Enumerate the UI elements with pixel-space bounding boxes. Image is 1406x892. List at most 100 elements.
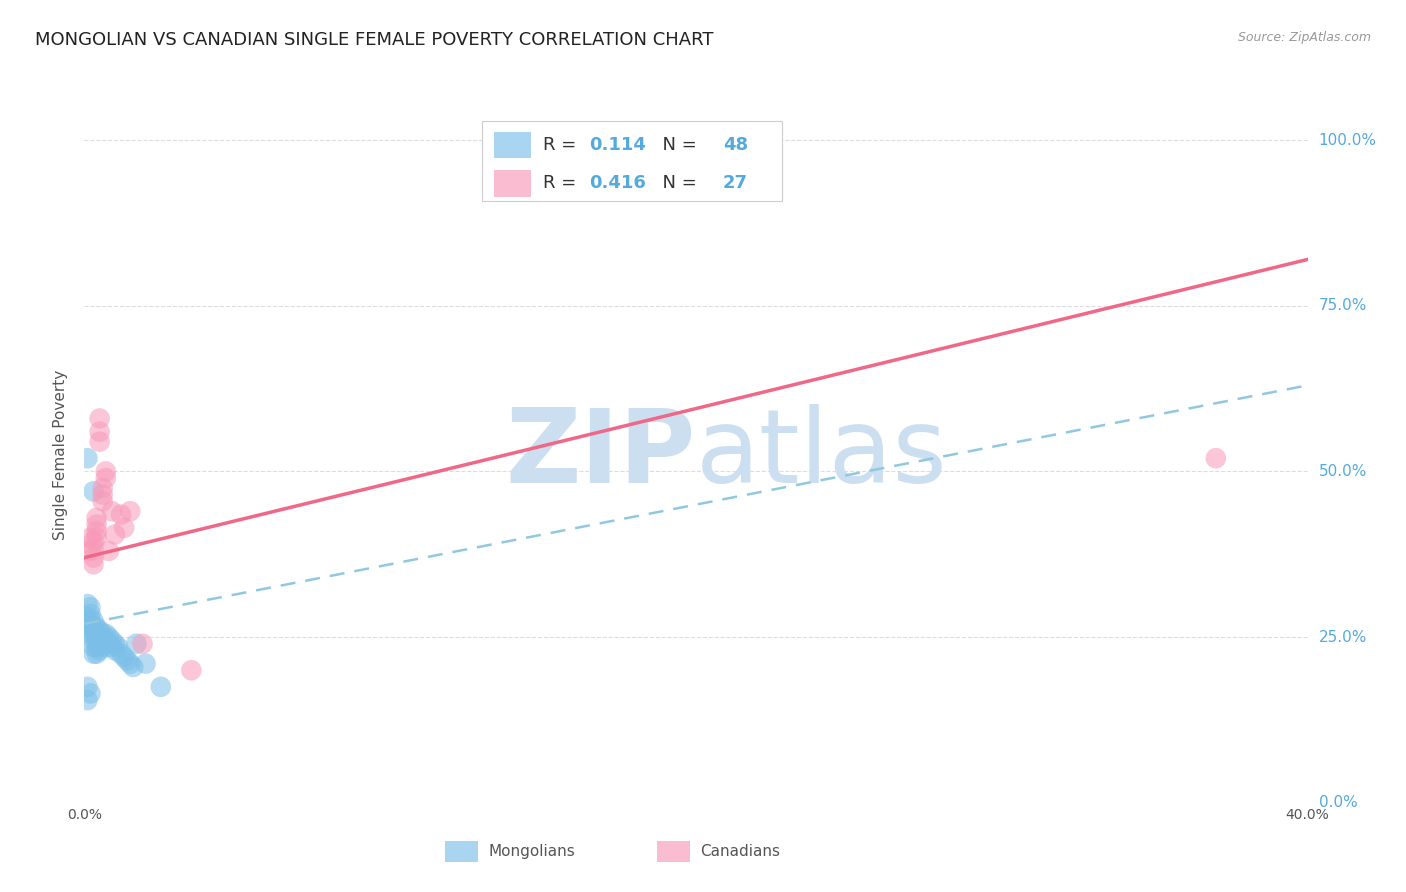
Bar: [494, 132, 531, 158]
Text: Mongolians: Mongolians: [488, 844, 575, 859]
Text: N =: N =: [651, 174, 702, 193]
Text: 0.114: 0.114: [589, 136, 647, 154]
Point: [110, 647, 132, 661]
Point: [89, 624, 111, 638]
Point: [86, 524, 108, 538]
Point: [89, 637, 111, 651]
Point: [86, 517, 108, 532]
Point: [122, 660, 145, 674]
Point: [94, 471, 117, 485]
Point: [110, 508, 132, 522]
Point: [89, 434, 111, 449]
Point: [107, 640, 129, 654]
Point: [101, 504, 124, 518]
Point: [104, 637, 127, 651]
Point: [104, 643, 127, 657]
Text: R =: R =: [543, 136, 582, 154]
Text: 75.0%: 75.0%: [1319, 298, 1367, 313]
Point: [120, 504, 142, 518]
Text: atlas: atlas: [696, 404, 948, 506]
Point: [97, 544, 120, 558]
Point: [86, 633, 108, 648]
Point: [149, 680, 172, 694]
Point: [86, 531, 108, 545]
Point: [91, 488, 114, 502]
Point: [97, 637, 120, 651]
Point: [101, 640, 124, 654]
Text: Canadians: Canadians: [700, 844, 780, 859]
Point: [76, 451, 98, 466]
Point: [83, 484, 105, 499]
Point: [76, 616, 98, 631]
Point: [83, 541, 105, 555]
Point: [76, 693, 98, 707]
Point: [180, 663, 202, 677]
Point: [79, 614, 101, 628]
Point: [83, 614, 105, 628]
Text: MONGOLIAN VS CANADIAN SINGLE FEMALE POVERTY CORRELATION CHART: MONGOLIAN VS CANADIAN SINGLE FEMALE POVE…: [35, 31, 714, 49]
Point: [83, 620, 105, 634]
Point: [101, 633, 124, 648]
Point: [76, 680, 98, 694]
Point: [125, 637, 148, 651]
Point: [120, 657, 142, 671]
Bar: [446, 841, 478, 862]
Point: [76, 597, 98, 611]
Point: [91, 627, 114, 641]
Point: [79, 607, 101, 621]
Text: ZIP: ZIP: [506, 404, 696, 506]
Bar: [494, 170, 531, 196]
Point: [79, 600, 101, 615]
Point: [112, 521, 135, 535]
Point: [79, 531, 101, 545]
Point: [94, 633, 117, 648]
Point: [83, 633, 105, 648]
Point: [86, 640, 108, 654]
Text: 50.0%: 50.0%: [1319, 464, 1367, 479]
Text: 48: 48: [723, 136, 748, 154]
Bar: [482, 121, 782, 201]
Point: [86, 511, 108, 525]
Point: [91, 633, 114, 648]
Text: N =: N =: [651, 136, 702, 154]
Point: [79, 627, 101, 641]
Point: [76, 610, 98, 624]
Point: [91, 640, 114, 654]
Point: [83, 550, 105, 565]
Point: [79, 686, 101, 700]
Point: [1205, 451, 1227, 466]
Point: [79, 620, 101, 634]
Point: [115, 653, 138, 667]
Point: [89, 425, 111, 439]
Point: [83, 640, 105, 654]
Point: [94, 465, 117, 479]
Text: 27: 27: [723, 174, 748, 193]
Point: [131, 637, 153, 651]
Point: [91, 481, 114, 495]
Text: 0.0%: 0.0%: [1319, 796, 1357, 810]
Bar: [657, 841, 690, 862]
Point: [91, 494, 114, 508]
Point: [83, 647, 105, 661]
Point: [89, 411, 111, 425]
Point: [83, 534, 105, 549]
Point: [83, 627, 105, 641]
Point: [83, 558, 105, 572]
Text: R =: R =: [543, 174, 582, 193]
Y-axis label: Single Female Poverty: Single Female Poverty: [53, 370, 69, 540]
Text: 100.0%: 100.0%: [1319, 133, 1376, 148]
Point: [97, 630, 120, 644]
Point: [89, 630, 111, 644]
Point: [135, 657, 157, 671]
Point: [86, 620, 108, 634]
Text: 25.0%: 25.0%: [1319, 630, 1367, 645]
Text: Source: ZipAtlas.com: Source: ZipAtlas.com: [1237, 31, 1371, 45]
Point: [79, 544, 101, 558]
Point: [89, 643, 111, 657]
Text: 0.416: 0.416: [589, 174, 647, 193]
Point: [112, 650, 135, 665]
Point: [94, 627, 117, 641]
Point: [104, 527, 127, 541]
Point: [86, 627, 108, 641]
Point: [86, 647, 108, 661]
